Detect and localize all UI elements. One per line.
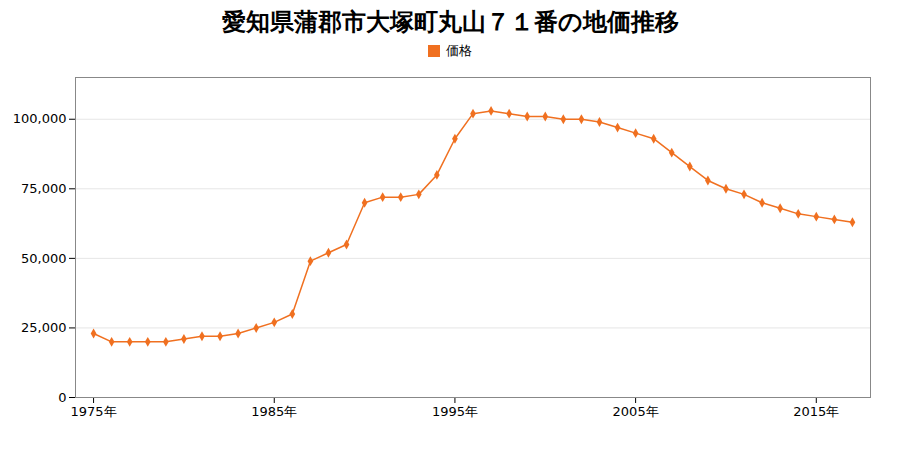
html-text:価格: 価格: [446, 43, 472, 58]
svg-text:2015年: 2015年: [793, 404, 839, 419]
svg-text:1995年: 1995年: [432, 404, 478, 419]
svg-text:2005年: 2005年: [613, 404, 659, 419]
svg-text:100,000: 100,000: [13, 111, 67, 126]
svg-text:75,000: 75,000: [21, 181, 67, 196]
svg-text:0: 0: [58, 390, 66, 405]
svg-text:1975年: 1975年: [71, 404, 117, 419]
svg-text:1985年: 1985年: [251, 404, 297, 419]
html-text:愛知県蒲郡市大塚町丸山７１番の地価推移: 愛知県蒲郡市大塚町丸山７１番の地価推移: [221, 8, 679, 36]
svg-text:50,000: 50,000: [21, 251, 67, 266]
svg-text:25,000: 25,000: [21, 320, 67, 335]
